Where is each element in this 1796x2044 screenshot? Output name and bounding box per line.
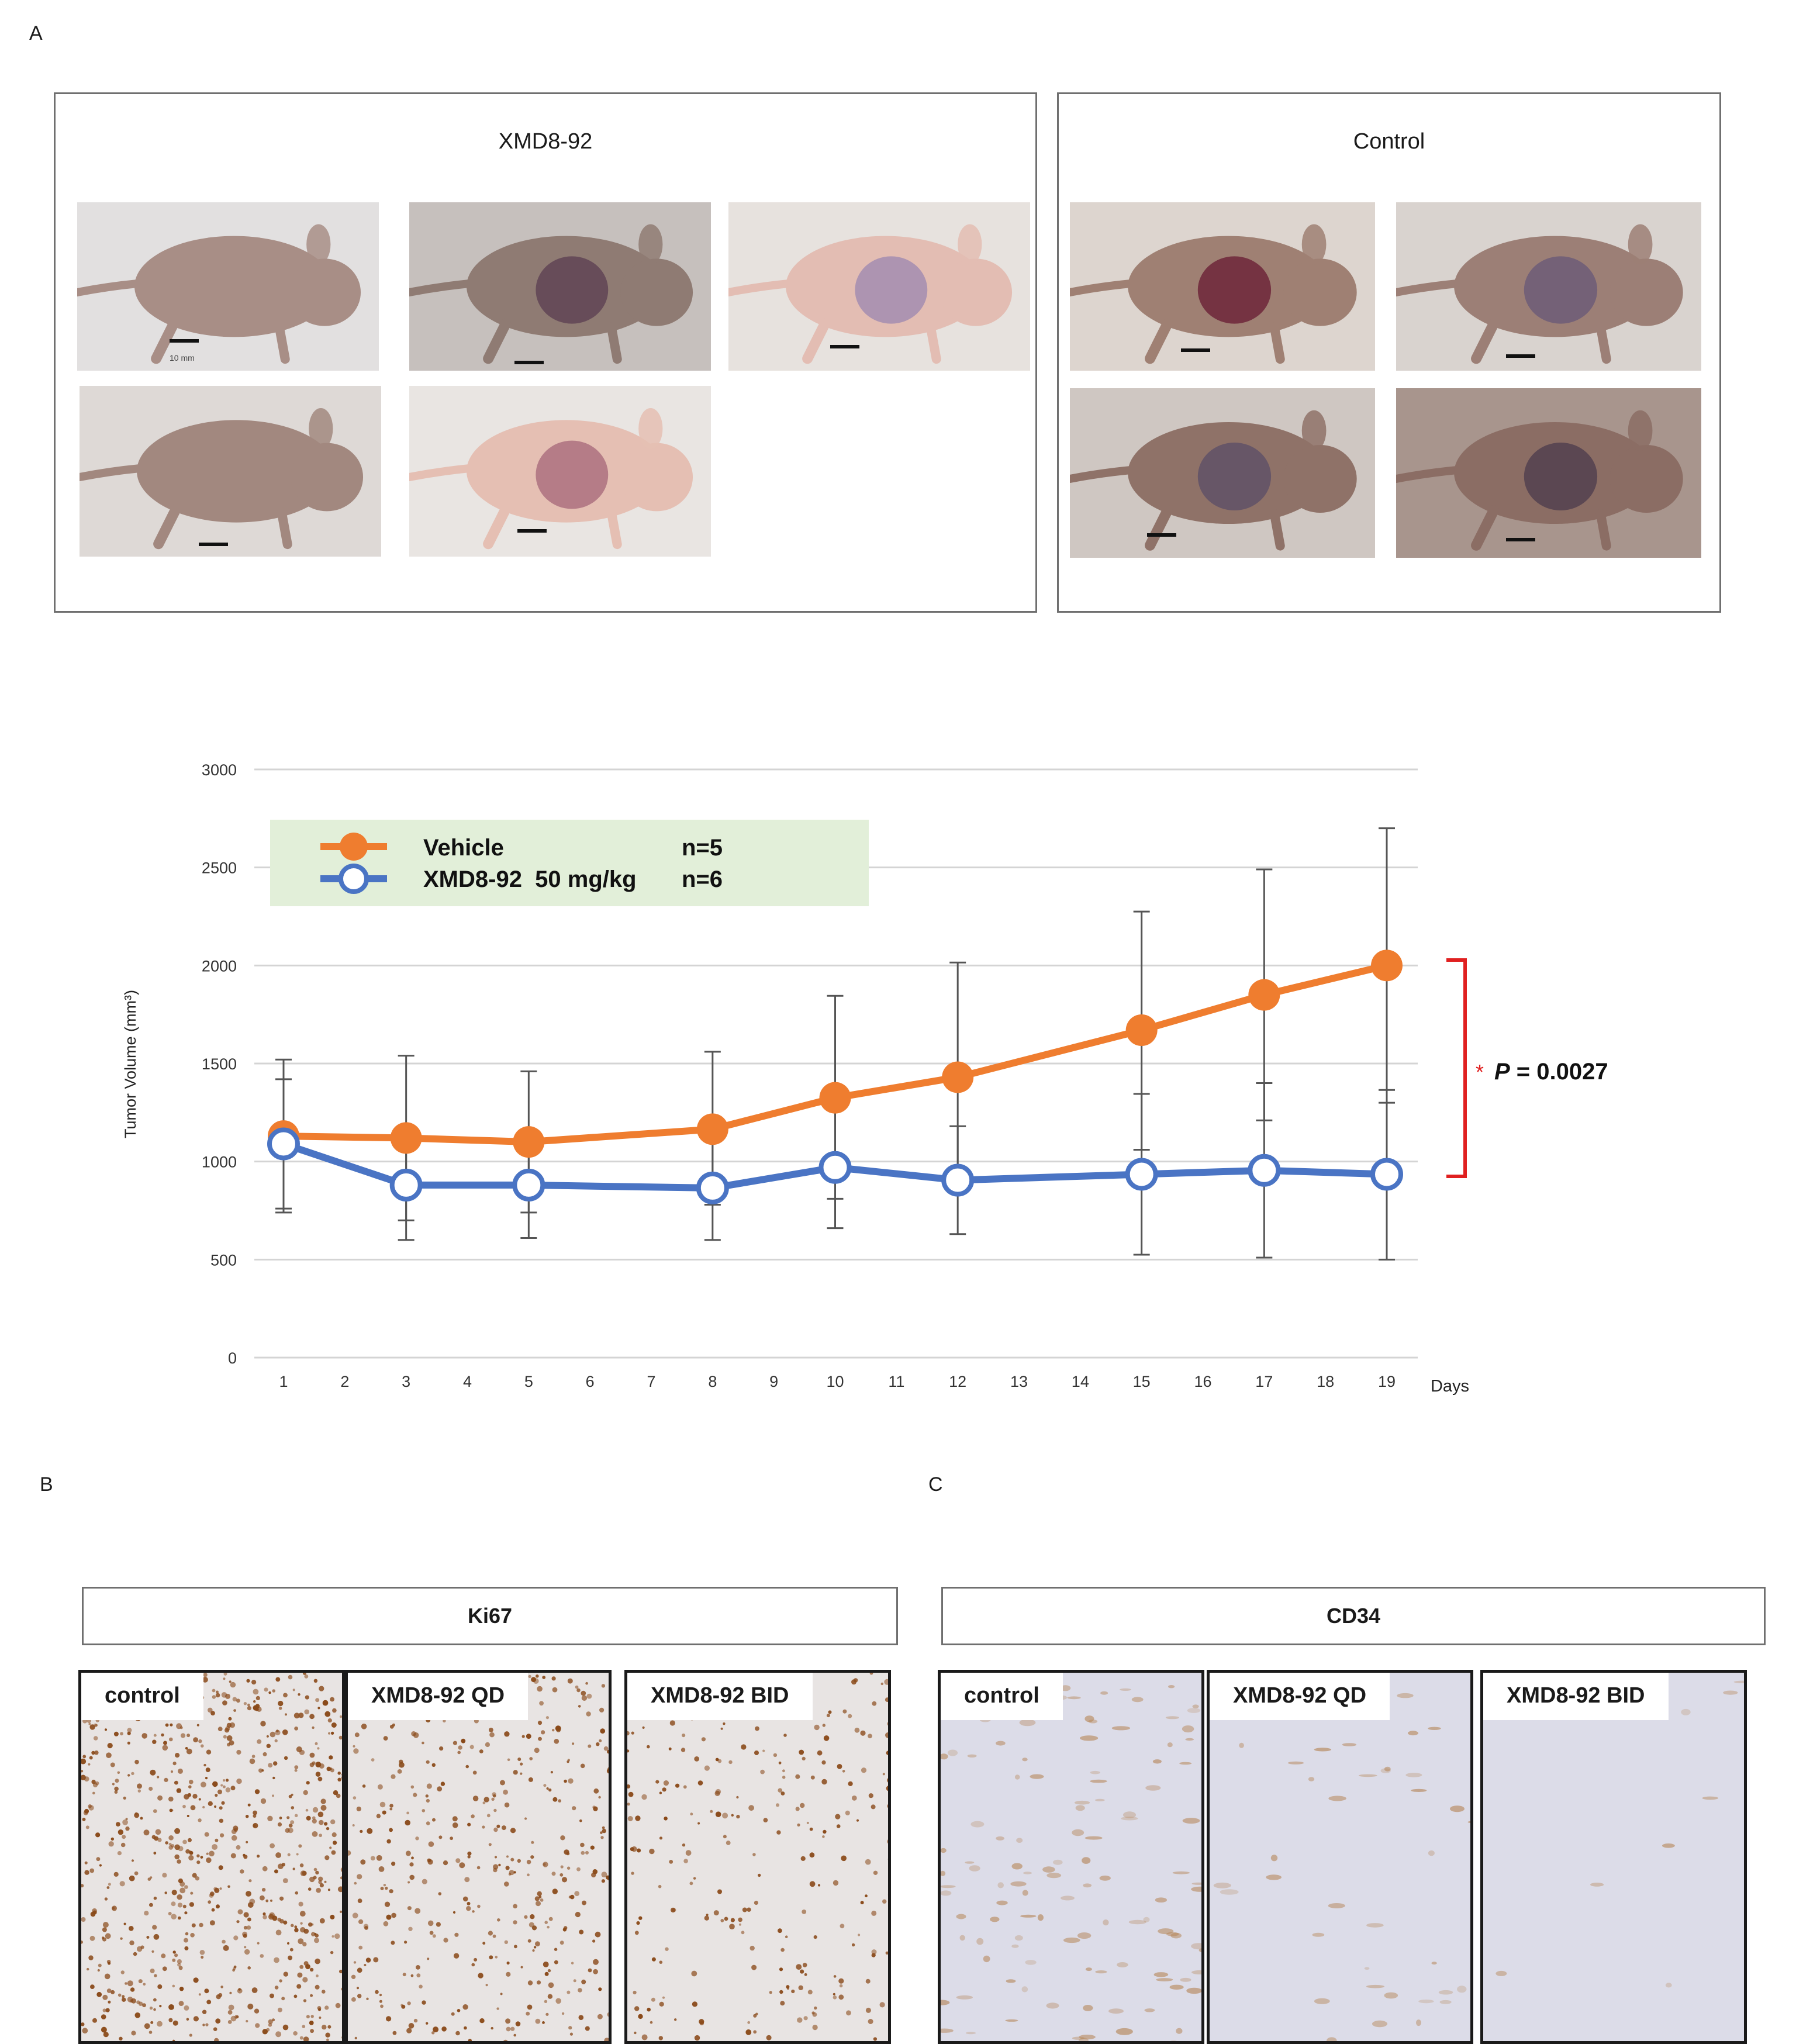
x-tick-label: 10 [826,1373,844,1390]
cd34-tile-label: XMD8-92 BID [1483,1673,1669,1720]
y-tick-label: 500 [210,1251,237,1269]
xmd-point [821,1154,849,1182]
vehicle-point [1126,1014,1158,1046]
vehicle-point [1371,950,1403,981]
xmd-point [1250,1156,1278,1185]
ki67-tile-1: control [78,1670,345,2044]
xmd-point [1128,1160,1156,1188]
significance-bracket [1446,960,1465,1176]
vehicle-point [1248,979,1280,1011]
x-axis-label: Days [1431,1377,1469,1396]
x-tick-label: 7 [647,1373,655,1390]
xmd-point [944,1166,972,1194]
x-tick-label: 19 [1378,1373,1396,1390]
x-tick-label: 18 [1317,1373,1334,1390]
x-tick-label: 17 [1255,1373,1273,1390]
legend-xmd-marker [341,866,367,892]
vehicle-point [820,1082,851,1114]
y-tick-label: 1000 [202,1154,237,1171]
legend-vehicle-n: n=5 [682,835,723,861]
legend-xmd-n: n=6 [682,866,723,892]
xmd-point [270,1130,298,1158]
y-tick-label: 2000 [202,957,237,975]
vehicle-point [513,1126,544,1158]
panel-c-letter: C [928,1473,943,1496]
xmd-point [392,1171,420,1199]
tissue-texture [348,1673,612,2044]
x-tick-label: 14 [1072,1373,1089,1390]
p-value-label: P = 0.0027 [1494,1059,1608,1085]
cd34-header: CD34 [941,1587,1766,1645]
vehicle-point [391,1122,422,1154]
x-tick-label: 2 [340,1373,349,1390]
x-tick-label: 15 [1133,1373,1151,1390]
vehicle-point [942,1061,973,1093]
x-tick-label: 12 [949,1373,966,1390]
x-tick-label: 1 [279,1373,288,1390]
legend-vehicle-label: Vehicle [423,835,504,861]
y-axis-label: Tumor Volume (mm³) [122,990,139,1138]
y-tick-label: 2500 [202,859,237,877]
ki67-tile-label: XMD8-92 BID [627,1673,813,1720]
cd34-tile-2: XMD8-92 QD [1207,1670,1473,2044]
x-tick-label: 4 [463,1373,472,1390]
x-tick-label: 13 [1010,1373,1028,1390]
ki67-tile-label: control [81,1673,203,1720]
x-tick-label: 5 [524,1373,533,1390]
tissue-texture [1483,1673,1747,2044]
x-tick-label: 6 [586,1373,595,1390]
x-tick-label: 9 [769,1373,778,1390]
vehicle-point [697,1113,728,1145]
ki67-tile-2: XMD8-92 QD [345,1670,612,2044]
y-tick-label: 0 [228,1349,237,1367]
y-tick-label: 3000 [202,761,237,779]
x-tick-label: 11 [888,1373,904,1390]
xmd-point [699,1174,727,1202]
tissue-texture [627,1673,891,2044]
ki67-header: Ki67 [82,1587,898,1645]
significance-star: * [1476,1060,1484,1084]
tissue-texture [941,1673,1204,2044]
x-tick-label: 8 [708,1373,717,1390]
cd34-tile-1: control [938,1670,1204,2044]
ki67-tile-3: XMD8-92 BID [624,1670,891,2044]
x-tick-label: 3 [402,1373,410,1390]
cd34-tile-label: XMD8-92 QD [1210,1673,1390,1720]
y-tick-label: 1500 [202,1055,237,1073]
ki67-tile-label: XMD8-92 QD [348,1673,528,1720]
tissue-texture [81,1673,345,2044]
legend-vehicle-marker [340,833,368,861]
legend-xmd-label: XMD8-92 50 mg/kg [423,866,637,892]
legend-box [270,820,869,906]
tissue-texture [1210,1673,1473,2044]
xmd-point [514,1171,543,1199]
xmd-point [1373,1160,1401,1188]
cd34-tile-3: XMD8-92 BID [1480,1670,1747,2044]
panel-b-letter: B [40,1473,53,1496]
cd34-tile-label: control [941,1673,1063,1720]
x-tick-label: 16 [1194,1373,1211,1390]
